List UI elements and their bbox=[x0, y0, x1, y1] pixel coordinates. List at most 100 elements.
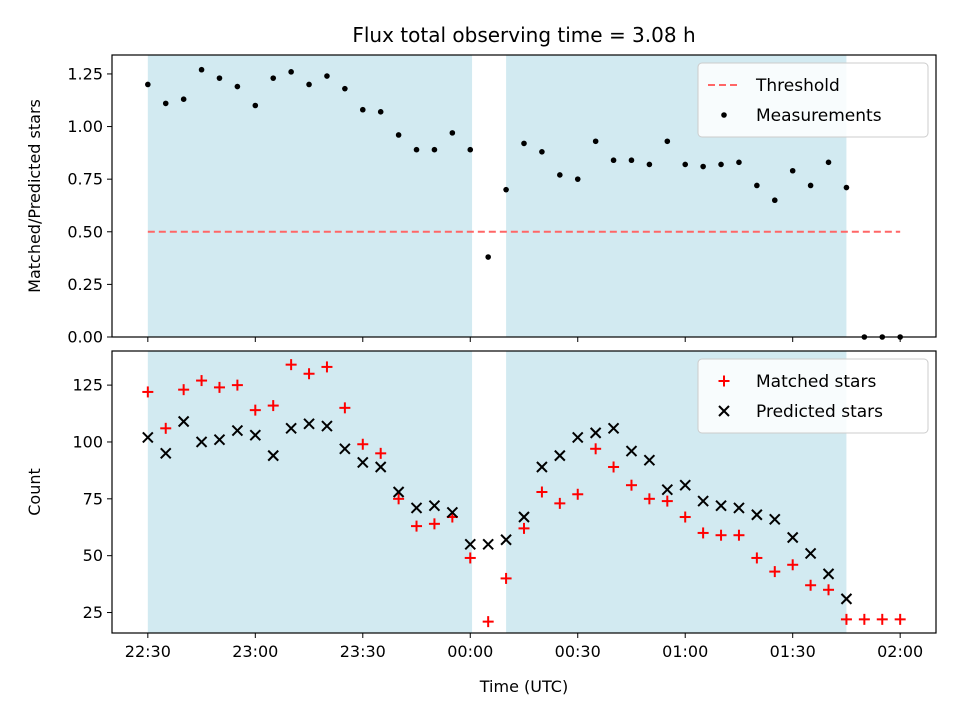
data-point bbox=[521, 140, 527, 147]
data-point bbox=[592, 138, 599, 145]
data-point bbox=[715, 529, 727, 541]
data-point bbox=[572, 431, 584, 444]
chart-title: Flux total observing time = 3.08 h bbox=[352, 23, 695, 47]
data-point bbox=[840, 613, 852, 625]
data-point bbox=[751, 509, 763, 521]
data-point bbox=[216, 75, 223, 81]
data-point bbox=[787, 559, 799, 571]
data-point bbox=[162, 100, 169, 107]
data-point bbox=[324, 73, 330, 79]
data-point bbox=[503, 186, 509, 193]
data-point bbox=[306, 81, 312, 88]
data-point bbox=[771, 197, 778, 204]
panel-ratio: 0.00 0.25 0.50 0.75 1.00 1.25 Matched/Predicte… bbox=[25, 54, 937, 347]
legend-swatch bbox=[718, 405, 730, 417]
data-point bbox=[288, 69, 294, 75]
data-point bbox=[285, 422, 297, 435]
series-matched-stars bbox=[142, 359, 906, 628]
data-point bbox=[625, 445, 638, 457]
data-point bbox=[539, 149, 545, 155]
y-tick-label: 0.00 bbox=[67, 328, 103, 347]
data-point bbox=[697, 527, 709, 539]
data-point bbox=[428, 518, 440, 530]
data-point bbox=[195, 436, 208, 448]
data-point bbox=[231, 424, 244, 437]
data-point bbox=[608, 461, 620, 473]
data-point bbox=[178, 384, 190, 396]
data-point bbox=[697, 495, 709, 507]
data-point bbox=[518, 511, 530, 523]
y-tick-label: 0.25 bbox=[67, 275, 103, 294]
data-point bbox=[754, 182, 760, 189]
data-point bbox=[733, 529, 745, 541]
data-point bbox=[428, 499, 441, 512]
data-point bbox=[359, 106, 366, 113]
legend-label: Predicted stars bbox=[756, 402, 883, 422]
data-point bbox=[805, 579, 817, 591]
data-point bbox=[177, 415, 190, 428]
data-point bbox=[876, 613, 888, 625]
series-predicted-stars bbox=[142, 415, 853, 605]
data-point bbox=[557, 172, 563, 178]
data-point bbox=[321, 420, 333, 432]
x-tick-label: 02:00 bbox=[877, 642, 923, 661]
data-point bbox=[589, 427, 602, 439]
data-point bbox=[733, 502, 745, 514]
data-point bbox=[431, 146, 438, 153]
y-tick-label: 50 bbox=[83, 546, 103, 565]
x-tick-label: 00:00 bbox=[447, 642, 493, 661]
data-point bbox=[822, 568, 835, 580]
legend: Matched stars Predicted stars bbox=[697, 358, 929, 434]
y-tick-label: 0.50 bbox=[67, 222, 103, 241]
data-point bbox=[610, 157, 617, 164]
data-point bbox=[446, 506, 459, 519]
data-point bbox=[679, 511, 691, 523]
observing-interval-0 bbox=[147, 55, 473, 337]
data-point bbox=[145, 81, 151, 88]
data-point bbox=[342, 85, 348, 92]
data-point bbox=[464, 552, 476, 564]
data-point bbox=[198, 66, 205, 73]
data-point bbox=[357, 456, 369, 469]
data-point bbox=[643, 454, 656, 466]
data-point bbox=[270, 75, 277, 81]
data-point bbox=[518, 522, 530, 534]
data-point bbox=[249, 429, 262, 441]
data-point bbox=[894, 613, 906, 625]
data-point bbox=[572, 488, 584, 500]
data-point bbox=[679, 479, 691, 491]
panel-count: 25 50 75 100 125 22:30 23:00 23:30 00:00 00:30 01:… bbox=[25, 350, 937, 661]
legend: Threshold Measurements bbox=[697, 62, 929, 138]
x-tick-label: 23:30 bbox=[340, 642, 386, 661]
data-point bbox=[196, 375, 208, 387]
data-point bbox=[825, 159, 832, 166]
data-point bbox=[500, 534, 512, 546]
data-point bbox=[411, 520, 423, 532]
data-point bbox=[482, 538, 494, 551]
data-point bbox=[482, 616, 494, 628]
data-point bbox=[321, 361, 333, 373]
legend-box bbox=[697, 358, 929, 434]
axes-frame bbox=[111, 350, 937, 634]
legend-label: Threshold bbox=[755, 76, 840, 96]
y-tick-label: 100 bbox=[72, 432, 103, 451]
data-point bbox=[213, 433, 226, 446]
data-point bbox=[536, 486, 548, 498]
data-point bbox=[160, 447, 172, 460]
data-point bbox=[375, 447, 387, 459]
data-point bbox=[303, 418, 315, 430]
data-point bbox=[554, 497, 566, 509]
data-point bbox=[485, 254, 491, 260]
data-point bbox=[339, 402, 351, 414]
data-point bbox=[467, 146, 474, 153]
data-point bbox=[249, 404, 261, 416]
legend-label: Measurements bbox=[756, 106, 882, 126]
data-point bbox=[180, 96, 187, 102]
data-point bbox=[751, 552, 763, 564]
data-point bbox=[374, 461, 387, 473]
data-point bbox=[646, 161, 653, 168]
data-point bbox=[843, 184, 850, 191]
x-tick-label: 22:30 bbox=[125, 642, 171, 661]
data-point bbox=[231, 379, 243, 391]
